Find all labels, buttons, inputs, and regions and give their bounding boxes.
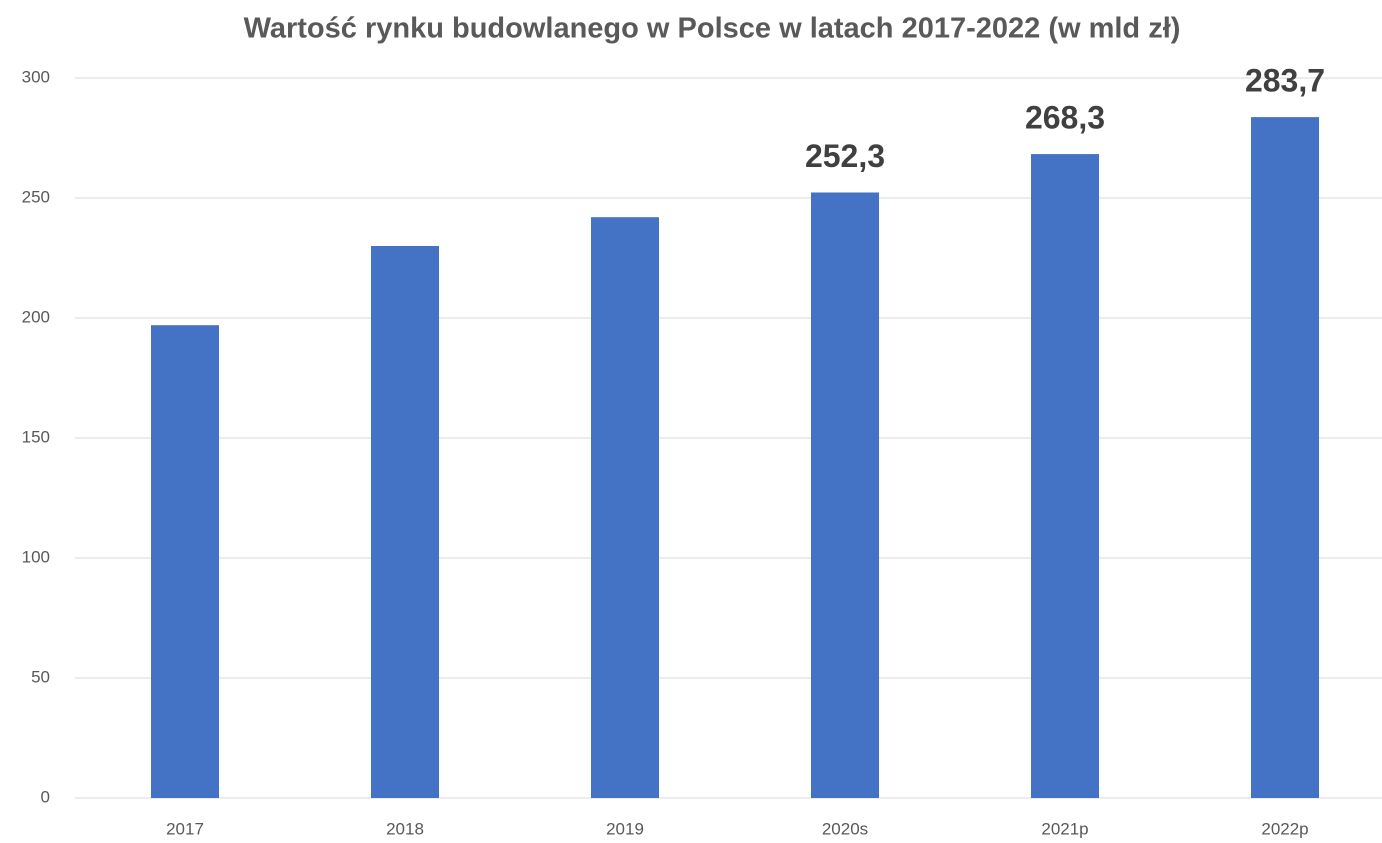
y-tick-label: 200 (22, 307, 50, 326)
y-tick-label: 150 (22, 427, 50, 446)
y-tick-label: 0 (41, 787, 50, 806)
x-tick-label: 2017 (166, 819, 204, 838)
bar (811, 192, 879, 799)
x-tick-label: 2021p (1041, 819, 1088, 838)
y-tick-label: 300 (22, 67, 50, 86)
bar (1251, 117, 1319, 799)
data-label: 283,7 (1245, 63, 1325, 99)
bar (371, 246, 439, 798)
x-tick-label: 2020s (822, 819, 868, 838)
chart-title: Wartość rynku budowlanego w Polsce w lat… (244, 13, 1181, 45)
y-tick-label: 100 (22, 547, 50, 566)
x-tick-label: 2019 (606, 819, 644, 838)
bar (151, 325, 219, 798)
bar (1031, 154, 1099, 798)
y-tick-label: 50 (31, 667, 50, 686)
bar (591, 217, 659, 798)
x-tick-label: 2018 (386, 819, 424, 838)
y-tick-label: 250 (22, 187, 50, 206)
data-label: 268,3 (1025, 100, 1105, 136)
data-label: 252,3 (805, 138, 885, 174)
x-tick-label: 2022p (1261, 819, 1308, 838)
